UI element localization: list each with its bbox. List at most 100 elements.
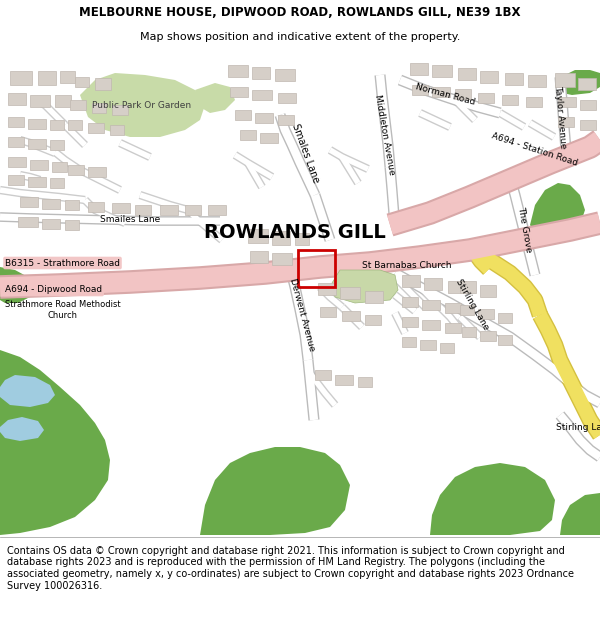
- Bar: [412, 85, 428, 95]
- Polygon shape: [80, 73, 205, 137]
- Bar: [275, 69, 295, 81]
- Bar: [558, 97, 576, 107]
- Bar: [95, 78, 111, 90]
- Bar: [70, 100, 86, 110]
- Bar: [8, 175, 24, 185]
- Bar: [135, 205, 151, 215]
- Bar: [432, 65, 452, 77]
- Bar: [558, 117, 574, 127]
- Bar: [255, 113, 273, 123]
- Bar: [272, 231, 290, 245]
- Bar: [402, 275, 420, 287]
- Bar: [278, 93, 296, 103]
- Bar: [480, 331, 496, 341]
- Text: Map shows position and indicative extent of the property.: Map shows position and indicative extent…: [140, 32, 460, 43]
- Bar: [52, 162, 67, 172]
- Bar: [8, 137, 24, 147]
- Bar: [578, 78, 596, 90]
- Bar: [340, 287, 360, 299]
- Bar: [92, 103, 106, 113]
- Polygon shape: [0, 350, 110, 535]
- Text: A694 - Dipwood Road: A694 - Dipwood Road: [5, 286, 102, 294]
- Bar: [250, 251, 268, 263]
- Bar: [440, 343, 454, 353]
- Bar: [160, 205, 178, 215]
- Bar: [335, 375, 353, 385]
- Bar: [228, 65, 248, 77]
- Bar: [28, 177, 46, 187]
- Bar: [460, 281, 476, 293]
- Polygon shape: [195, 83, 235, 113]
- Text: Norman Road: Norman Road: [414, 82, 476, 107]
- Bar: [248, 229, 268, 243]
- Bar: [50, 140, 64, 150]
- Bar: [358, 377, 372, 387]
- Bar: [402, 337, 416, 347]
- Bar: [410, 63, 428, 75]
- Bar: [42, 199, 60, 209]
- Bar: [462, 327, 476, 337]
- Bar: [38, 71, 56, 85]
- Bar: [30, 160, 48, 170]
- Bar: [42, 219, 60, 229]
- Polygon shape: [0, 267, 35, 303]
- Bar: [230, 87, 248, 97]
- Bar: [448, 281, 466, 293]
- Bar: [460, 305, 474, 315]
- Text: Taylor Avenue: Taylor Avenue: [553, 85, 567, 149]
- Bar: [112, 105, 128, 115]
- Bar: [498, 335, 512, 345]
- Bar: [8, 93, 26, 105]
- Bar: [20, 197, 38, 207]
- Bar: [315, 370, 331, 380]
- Bar: [8, 117, 24, 127]
- Text: Strathmore Road Methodist
Church: Strathmore Road Methodist Church: [5, 300, 121, 320]
- Bar: [252, 67, 270, 79]
- Text: Smales Lane: Smales Lane: [290, 122, 320, 184]
- Bar: [502, 95, 518, 105]
- Text: Public Park Or Garden: Public Park Or Garden: [92, 101, 191, 109]
- Text: Stirling Lane: Stirling Lane: [454, 278, 490, 332]
- Bar: [260, 133, 278, 143]
- Bar: [55, 95, 71, 107]
- Polygon shape: [0, 375, 55, 407]
- Bar: [65, 220, 79, 230]
- Bar: [432, 87, 450, 97]
- Bar: [498, 313, 512, 323]
- Bar: [445, 303, 461, 313]
- Bar: [75, 77, 89, 87]
- Text: Stirling Lane: Stirling Lane: [556, 422, 600, 431]
- Bar: [185, 205, 201, 215]
- Bar: [580, 100, 596, 110]
- Bar: [480, 71, 498, 83]
- Bar: [110, 125, 124, 135]
- Bar: [28, 139, 46, 149]
- Bar: [28, 119, 46, 129]
- Bar: [528, 75, 546, 87]
- Text: ROWLANDS GILL: ROWLANDS GILL: [204, 224, 386, 243]
- Bar: [60, 71, 75, 83]
- Bar: [505, 73, 523, 85]
- Bar: [422, 320, 440, 330]
- Bar: [8, 157, 26, 167]
- Bar: [65, 200, 79, 210]
- Bar: [422, 300, 440, 310]
- Text: The Grove: The Grove: [517, 206, 533, 254]
- Bar: [240, 130, 256, 140]
- Bar: [365, 315, 381, 325]
- Bar: [50, 178, 64, 188]
- Polygon shape: [430, 463, 555, 535]
- Bar: [30, 95, 50, 107]
- Bar: [68, 120, 82, 130]
- Bar: [420, 340, 436, 350]
- Polygon shape: [555, 70, 600, 95]
- Bar: [88, 202, 104, 212]
- Polygon shape: [200, 447, 350, 535]
- Bar: [480, 285, 496, 297]
- Bar: [112, 203, 130, 213]
- Bar: [320, 307, 336, 317]
- Bar: [88, 123, 104, 133]
- Bar: [526, 97, 542, 107]
- Bar: [445, 323, 461, 333]
- Text: Contains OS data © Crown copyright and database right 2021. This information is : Contains OS data © Crown copyright and d…: [7, 546, 574, 591]
